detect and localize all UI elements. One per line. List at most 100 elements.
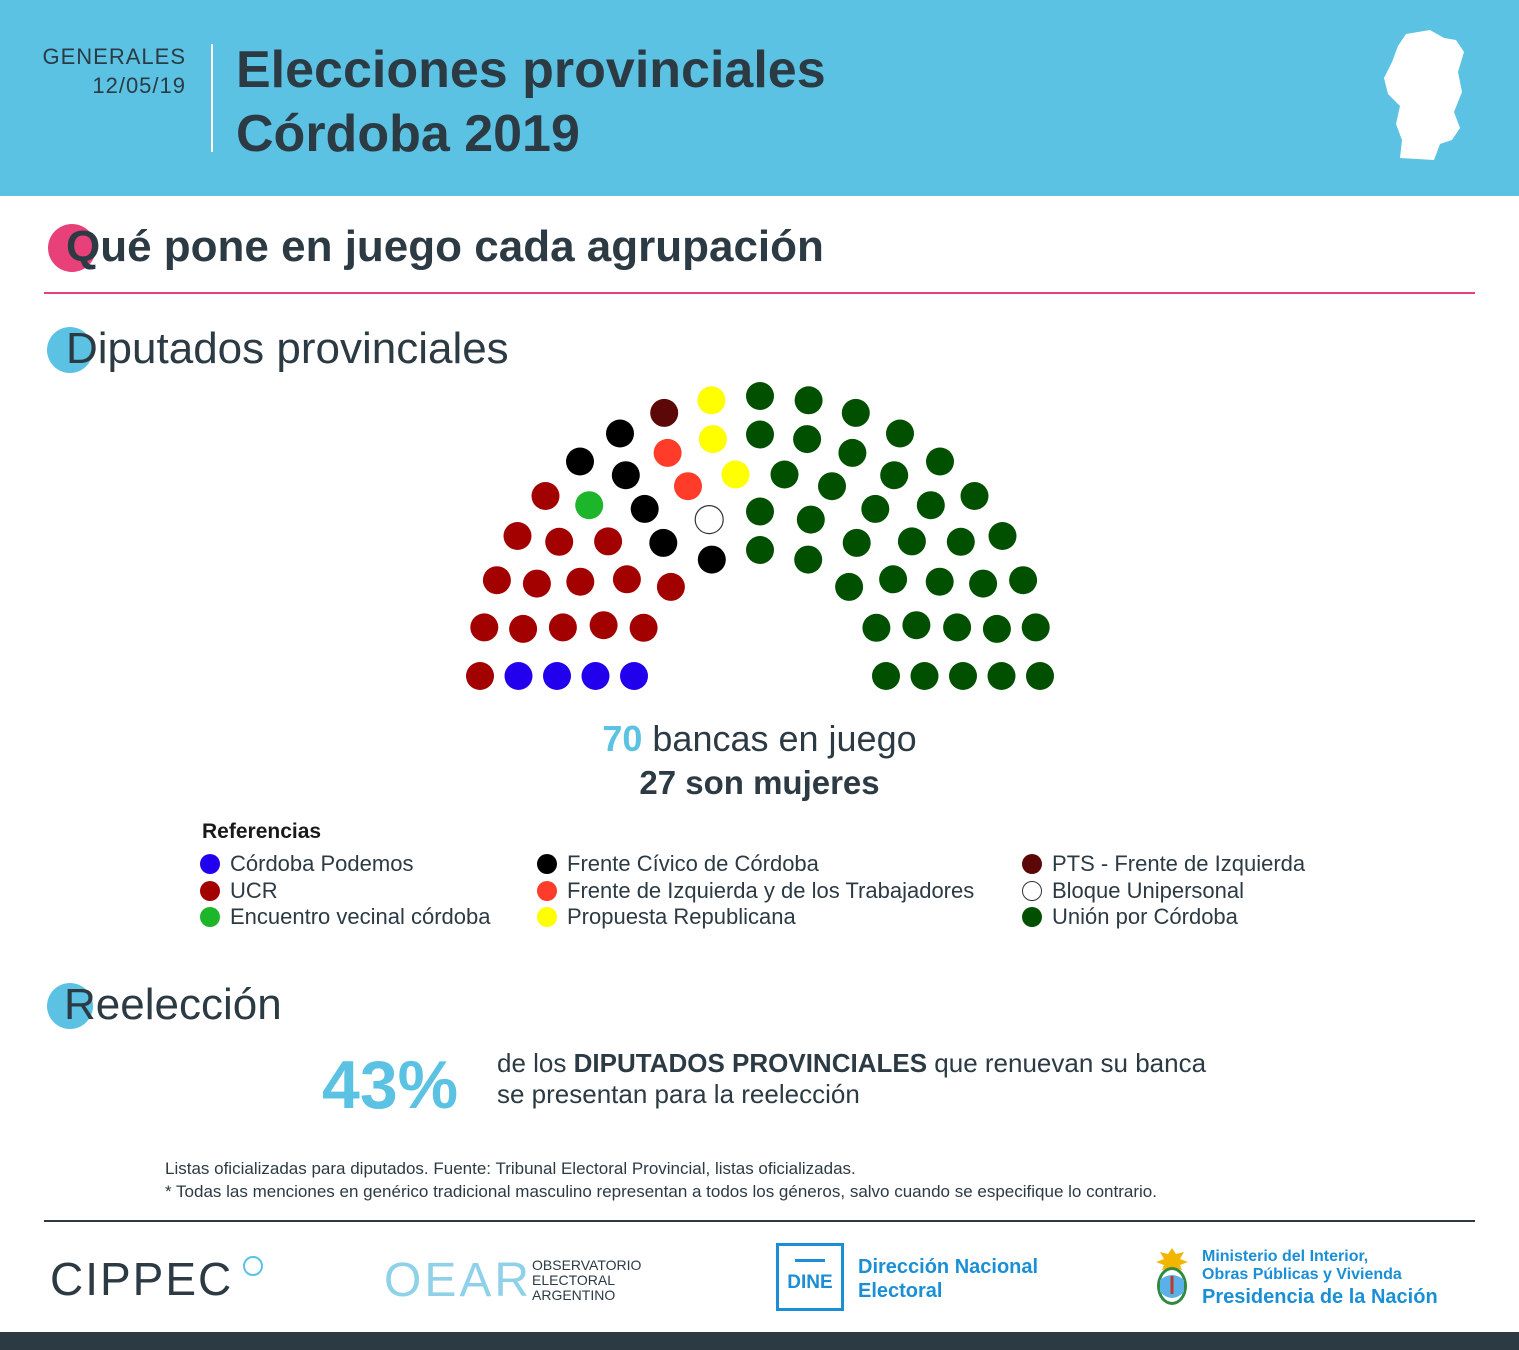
section-bullet-blue (47, 327, 93, 373)
legend-label: Frente de Izquierda y de los Trabajadore… (567, 877, 975, 903)
presidencia-text: Presidencia de la Nación (1202, 1286, 1438, 1308)
seat-dot (902, 611, 931, 640)
seat-dot (566, 447, 594, 476)
seat-dot (879, 565, 908, 594)
seat-dot (862, 613, 891, 642)
dine-logo-bar (795, 1259, 825, 1262)
seat-dot (982, 614, 1011, 643)
seats-total-line: 70 bancas en juego (0, 718, 1519, 760)
seat-dot (988, 522, 1017, 550)
seat-dot (589, 611, 618, 640)
reelection-text-post: que renuevan su banca (927, 1048, 1207, 1078)
election-date: 12/05/19 (92, 73, 186, 98)
ministerio-text-line: Obras Públicas y Vivienda (1202, 1266, 1402, 1283)
seat-dot (721, 460, 750, 489)
seat-dot (746, 382, 774, 410)
seat-dot (630, 494, 659, 523)
legend-swatch (1022, 880, 1042, 901)
section-divider (44, 292, 1475, 294)
legend-swatch (200, 854, 220, 874)
seat-dot (960, 482, 989, 510)
seat-dot (575, 491, 604, 520)
seat-dot (543, 662, 571, 690)
dine-text-line: Dirección Nacional (858, 1256, 1039, 1278)
seat-dot (649, 528, 678, 557)
seat-dot (926, 447, 954, 476)
seat-dot (545, 527, 574, 556)
reelection-description: de los DIPUTADOS PROVINCIALES que renuev… (497, 1048, 1206, 1110)
seat-dot (793, 425, 822, 454)
legend-swatch (1022, 907, 1042, 927)
seat-dot (594, 527, 623, 556)
legend-label: Bloque Unipersonal (1052, 877, 1245, 903)
seat-dot (531, 482, 560, 510)
seat-dot (694, 505, 724, 535)
dine-logo-text: Dirección Nacional Electoral (858, 1255, 1038, 1303)
seat-dot (841, 398, 870, 427)
dine-text-line: Electoral (858, 1280, 943, 1302)
legend-swatch (1022, 854, 1042, 874)
seat-dot (818, 472, 846, 501)
seat-dot (522, 569, 551, 598)
seat-dot (470, 613, 499, 642)
coat-of-arms-icon (1156, 1248, 1188, 1305)
section-bullet-pink (48, 224, 96, 272)
seat-dot (653, 438, 682, 467)
section-diputados-title: Diputados provinciales (66, 324, 509, 373)
seat-dot (910, 662, 939, 690)
seat-dot (548, 613, 577, 642)
seat-dot (872, 662, 900, 690)
oear-logo-mark: OEAR (384, 1254, 533, 1307)
seat-dot (838, 438, 867, 467)
reelection-text-line2: se presentan para la reelección (497, 1079, 860, 1109)
legend-label: Propuesta Republicana (567, 904, 796, 929)
footer-divider (44, 1220, 1475, 1222)
legend-label: Encuentro vecinal córdoba (230, 904, 491, 929)
seat-dot (794, 545, 823, 574)
legend-swatch (200, 880, 220, 901)
oear-text-line: ELECTORAL (532, 1272, 615, 1288)
seat-dot (674, 472, 702, 501)
source-note: Listas oficializadas para diputados. Fue… (165, 1159, 856, 1178)
header-election-info: GENERALES 12/05/19 (0, 42, 186, 100)
page-title-line2: Córdoba 2019 (236, 105, 580, 163)
seat-dot (835, 572, 864, 601)
gender-note: * Todas las menciones en genérico tradic… (165, 1182, 1157, 1201)
ministerio-text-line: Ministerio del Interior, (1202, 1248, 1369, 1265)
seat-dot (656, 572, 685, 601)
legend-label: Frente Cívico de Córdoba (567, 851, 819, 876)
seat-dot (698, 425, 727, 454)
seat-dot (897, 527, 926, 556)
seat-dot (697, 386, 726, 415)
header-divider (211, 44, 213, 152)
legend-label: UCR (230, 877, 278, 903)
seat-dot (770, 460, 799, 489)
seat-dot (620, 662, 648, 690)
source-notes: Listas oficializadas para diputados. Fue… (165, 1157, 1157, 1203)
reelection-percent: 43% (322, 1047, 459, 1123)
legend-swatch (537, 907, 557, 927)
seat-dot (1021, 613, 1050, 642)
header-banner: GENERALES 12/05/19 Elecciones provincial… (0, 0, 1519, 196)
seat-dot (566, 567, 595, 596)
legend-label: Unión por Córdoba (1052, 904, 1238, 929)
seat-dot (746, 420, 774, 449)
seat-dot (612, 565, 641, 594)
seat-dot (606, 419, 634, 448)
reelection-text-bold: DIPUTADOS PROVINCIALES (573, 1048, 928, 1078)
seat-dot (509, 614, 538, 643)
legend-label: PTS - Frente de Izquierda (1052, 851, 1306, 876)
oear-text-line: ARGENTINO (532, 1287, 616, 1303)
seat-dot (650, 398, 679, 427)
seat-dot (794, 386, 823, 415)
reelection-text-pre: de los (497, 1048, 574, 1078)
seat-dot (746, 497, 774, 526)
section-main-title: Qué pone en juego cada agrupación (66, 222, 824, 271)
seat-dot (946, 527, 975, 556)
seat-dot (504, 662, 533, 690)
seats-total-label: bancas en juego (642, 718, 917, 759)
seat-dot (925, 567, 954, 596)
seat-dot (1009, 566, 1038, 595)
cordoba-map-icon (1384, 30, 1464, 160)
seats-total-number: 70 (602, 718, 643, 759)
